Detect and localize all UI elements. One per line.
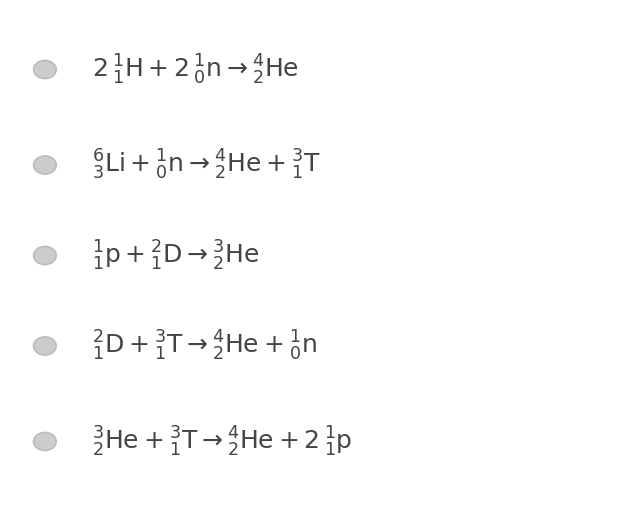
- Circle shape: [34, 337, 56, 355]
- Text: $\mathsf{{}^{6}_{3}Li + {}^{1}_{0}n \rightarrow {}^{4}_{2}He + {}^{3}_{1}T}$: $\mathsf{{}^{6}_{3}Li + {}^{1}_{0}n \rig…: [92, 148, 321, 182]
- Circle shape: [34, 60, 56, 79]
- Circle shape: [34, 156, 56, 174]
- Text: $\mathsf{{}^{2}_{1}D + {}^{3}_{1}T \rightarrow {}^{4}_{2}He + {}^{1}_{0}n}$: $\mathsf{{}^{2}_{1}D + {}^{3}_{1}T \righ…: [92, 329, 317, 363]
- Circle shape: [34, 246, 56, 265]
- Circle shape: [34, 432, 56, 451]
- Text: $\mathsf{{}^{1}_{1}p + {}^{2}_{1}D \rightarrow {}^{3}_{2}He}$: $\mathsf{{}^{1}_{1}p + {}^{2}_{1}D \righ…: [92, 239, 260, 272]
- Text: $\mathsf{{}^{3}_{2}He + {}^{3}_{1}T \rightarrow {}^{4}_{2}He + 2\,{}^{1}_{1}p}$: $\mathsf{{}^{3}_{2}He + {}^{3}_{1}T \rig…: [92, 425, 352, 458]
- Text: $\mathsf{2\,{}^{1}_{1}H + 2\,{}^{1}_{0}n \rightarrow {}^{4}_{2}He}$: $\mathsf{2\,{}^{1}_{1}H + 2\,{}^{1}_{0}n…: [92, 53, 299, 86]
